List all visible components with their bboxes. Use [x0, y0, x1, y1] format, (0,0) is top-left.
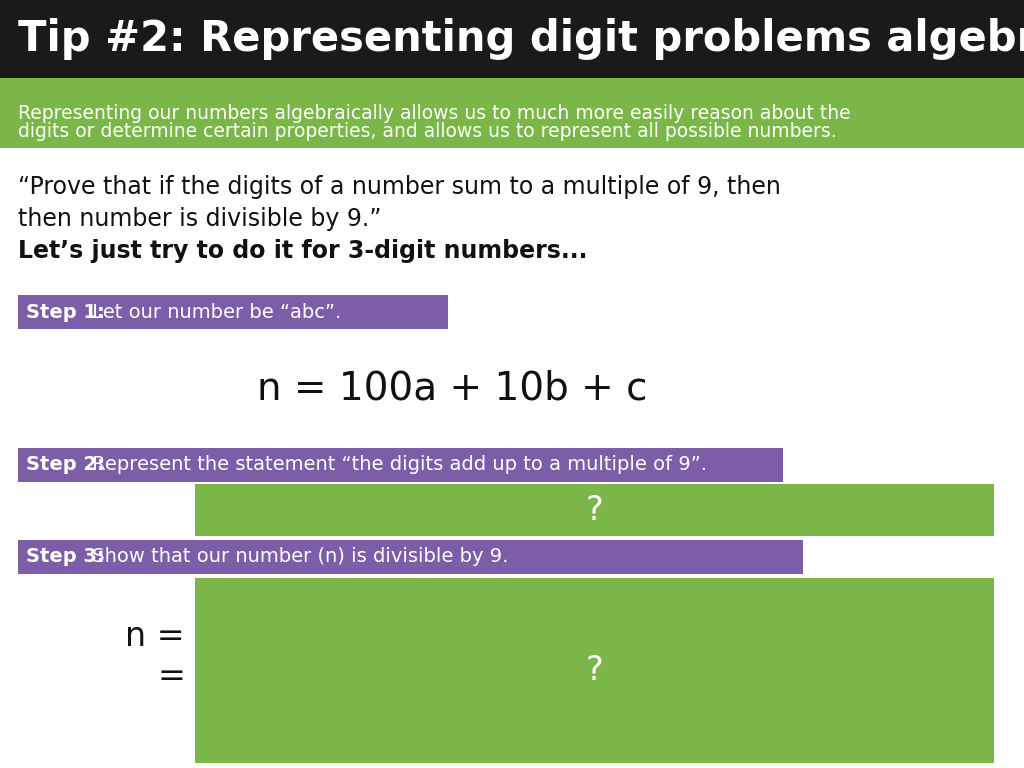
Bar [0, 0, 1024, 78]
Text: ?: ? [586, 654, 603, 687]
Bar [195, 578, 994, 763]
Bar [18, 295, 449, 329]
Text: n = 100a + 10b + c: n = 100a + 10b + c [257, 370, 647, 408]
Bar [0, 78, 1024, 148]
Text: ?: ? [586, 494, 603, 527]
Bar [18, 540, 803, 574]
Text: Show that our number (n) is divisible by 9.: Show that our number (n) is divisible by… [86, 548, 508, 567]
Text: Representing our numbers algebraically allows us to much more easily reason abou: Representing our numbers algebraically a… [18, 104, 851, 123]
Text: Step 1:: Step 1: [26, 303, 104, 322]
Text: Let’s just try to do it for 3-digit numbers...: Let’s just try to do it for 3-digit numb… [18, 239, 588, 263]
Text: Step 2:: Step 2: [26, 455, 104, 475]
Text: n =: n = [125, 620, 185, 653]
Text: then number is divisible by 9.”: then number is divisible by 9.” [18, 207, 382, 231]
Text: “Prove that if the digits of a number sum to a multiple of 9, then: “Prove that if the digits of a number su… [18, 175, 781, 199]
Text: =: = [157, 660, 185, 693]
Text: Let our number be “abc”.: Let our number be “abc”. [86, 303, 341, 322]
Text: Step 3:: Step 3: [26, 548, 104, 567]
Text: digits or determine certain properties, and allows us to represent all possible : digits or determine certain properties, … [18, 122, 837, 141]
Text: Represent the statement “the digits add up to a multiple of 9”.: Represent the statement “the digits add … [86, 455, 707, 475]
Bar [18, 448, 783, 482]
Bar [195, 484, 994, 536]
Text: Tip #2: Representing digit problems algebraically: Tip #2: Representing digit problems alge… [18, 18, 1024, 60]
